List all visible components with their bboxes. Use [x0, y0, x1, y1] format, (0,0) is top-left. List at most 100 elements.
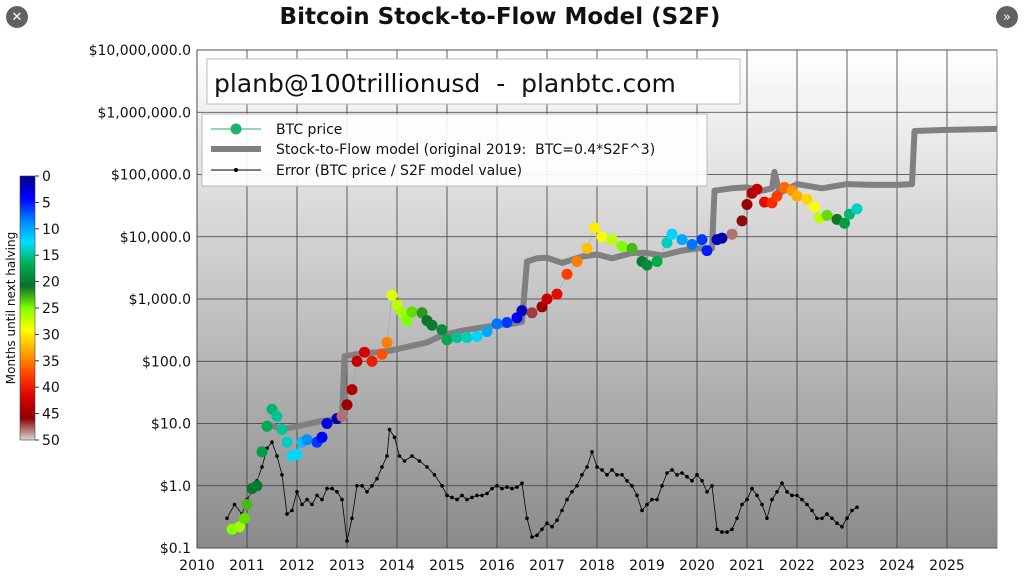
y-axis: $10,000,000.0 $1,000,000.0 $100,000.0 $10,0… — [89, 43, 191, 557]
error-point — [635, 493, 639, 498]
btc-price-point — [771, 190, 783, 202]
y-tick-label: $0.1 — [160, 541, 191, 557]
error-point — [850, 508, 854, 513]
error-point — [335, 490, 339, 494]
chevron-double-right-icon: » — [1003, 9, 1011, 25]
legend-label-price: BTC price — [276, 122, 342, 138]
error-point — [565, 497, 569, 502]
error-point — [480, 493, 484, 498]
btc-price-point — [561, 268, 573, 280]
error-point — [770, 497, 774, 502]
chart-title: Bitcoin Stock-to-Flow Model (S2F) — [279, 4, 721, 30]
error-point — [345, 539, 349, 543]
error-point — [440, 484, 444, 488]
error-point — [350, 516, 354, 521]
btc-price-point — [241, 499, 253, 510]
close-button[interactable]: ✕ — [6, 6, 28, 28]
error-point — [555, 518, 559, 522]
error-point — [545, 521, 549, 525]
colorbar-tick-label: 35 — [42, 354, 60, 370]
legend-price-marker — [230, 123, 242, 135]
btc-price-point — [301, 434, 313, 446]
x-tick-label: 2015 — [429, 558, 465, 574]
btc-price-point — [676, 234, 688, 246]
btc-price-point — [801, 193, 813, 205]
colorbar-tick-label: 5 — [42, 195, 51, 211]
btc-price-point — [291, 448, 303, 460]
error-point — [825, 512, 829, 516]
btc-price-point — [461, 332, 473, 344]
btc-price-point — [596, 231, 608, 243]
btc-price-point — [686, 239, 698, 250]
error-point — [605, 473, 609, 477]
colorbar-tick-label: 20 — [42, 275, 60, 291]
error-point — [550, 524, 554, 529]
x-axis: 2010 2011 2012 2013 2014 2015 2016 2017 2018 2019… — [179, 558, 965, 574]
error-point — [520, 481, 524, 486]
error-point — [625, 479, 629, 483]
btc-price-point — [396, 307, 408, 319]
error-point — [402, 459, 407, 463]
btc-price-point — [416, 307, 428, 319]
error-point — [810, 508, 814, 513]
error-point — [275, 454, 279, 458]
error-point — [590, 450, 594, 454]
error-point — [580, 473, 584, 477]
btc-price-point — [541, 293, 553, 305]
error-point — [470, 495, 474, 500]
btc-price-point — [359, 346, 370, 358]
error-point — [840, 524, 844, 529]
y-tick-label: $1,000.0 — [129, 292, 191, 308]
error-point — [725, 530, 729, 534]
x-tick-label: 2020 — [679, 558, 715, 574]
y-tick-label: $1.0 — [160, 479, 191, 495]
btc-price-point — [351, 355, 363, 367]
btc-price-point — [481, 326, 493, 337]
error-point — [340, 497, 344, 502]
btc-price-point — [341, 399, 353, 411]
error-point — [232, 502, 237, 507]
y-tick-label: $10.0 — [151, 417, 191, 433]
error-point — [845, 516, 849, 521]
btc-price-point — [406, 306, 418, 318]
error-series — [225, 427, 859, 543]
next-button[interactable]: » — [996, 6, 1018, 28]
error-point — [710, 484, 714, 488]
colorbar-label: Months until next halving — [4, 232, 18, 384]
btc-price-point — [851, 203, 863, 215]
y-tick-label: $1,000,000.0 — [97, 105, 191, 121]
colorbar-ticks: 0 5 10 15 20 25 30 35 40 45 50 — [35, 169, 60, 449]
btc-price-point — [751, 183, 763, 195]
error-point — [780, 481, 784, 486]
btc-price-point — [271, 410, 283, 422]
error-point — [745, 497, 749, 502]
btc-price-point — [501, 317, 513, 328]
legend: BTC price Stock-to-Flow model (original … — [201, 113, 708, 187]
error-point — [765, 516, 769, 521]
error-point — [540, 527, 544, 532]
error-point — [290, 508, 294, 513]
error-point — [755, 493, 759, 498]
btc-price-point — [696, 234, 708, 246]
btc-price-point — [316, 431, 328, 443]
btc-price-point — [516, 305, 528, 317]
error-point — [785, 490, 789, 494]
error-point — [720, 530, 724, 534]
colorbar-tick-label: 15 — [42, 248, 60, 264]
btc-price-point — [526, 307, 538, 319]
btc-price-point — [281, 436, 293, 448]
error-point — [445, 493, 449, 498]
colorbar-tick-label: 30 — [42, 327, 60, 343]
btc-price-point — [581, 242, 593, 254]
error-point — [685, 474, 689, 479]
btc-price-point — [589, 222, 600, 234]
btc-price-point — [666, 228, 678, 240]
error-point — [660, 484, 664, 488]
y-tick-label: $100.0 — [142, 354, 191, 370]
error-point — [615, 473, 619, 477]
error-point — [675, 473, 679, 477]
error-point — [645, 502, 649, 507]
btc-price-point — [701, 245, 713, 257]
error-point — [750, 486, 754, 491]
btc-price-point — [239, 512, 250, 524]
